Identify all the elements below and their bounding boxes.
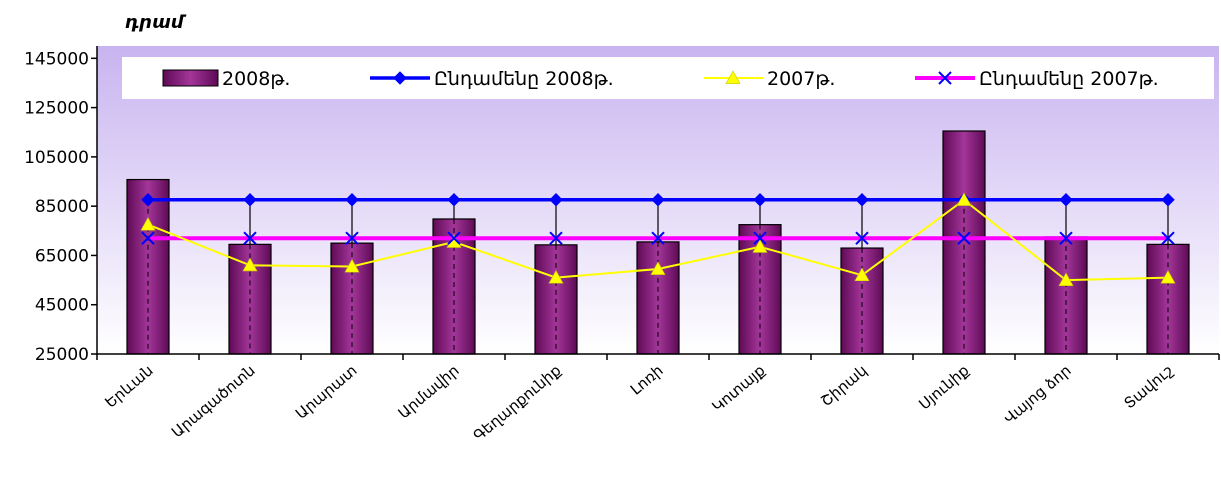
y-tick-label: 105000 xyxy=(24,148,89,168)
point-2007 xyxy=(854,267,870,282)
point-total-2008 xyxy=(345,193,359,207)
x-tick-label: Վայոց ձոր xyxy=(1000,361,1074,427)
point-total-2008 xyxy=(651,193,665,207)
x-tick-label: Երևան xyxy=(102,361,157,411)
point-2007 xyxy=(1058,272,1074,286)
legend-marker-total-2008 xyxy=(393,71,407,85)
x-tick-label: Լոռի xyxy=(627,361,667,398)
unit-label: դրամ xyxy=(125,12,187,33)
y-axis: 25000 45000 65000 85000 105000 125000 145000 xyxy=(24,46,98,365)
point-total-2008 xyxy=(855,193,869,207)
x-tick-label: Սյունիք xyxy=(915,361,972,413)
legend-marker-2007 xyxy=(725,70,741,84)
point-total-2007 xyxy=(957,231,971,245)
x-tick-label: Արմավիր xyxy=(395,361,463,422)
x-axis: Երևան Արագածոտն Արարատ Արմավիր Գեղարքունիք Լո… xyxy=(96,353,1220,445)
legend-box xyxy=(122,57,1214,99)
x-tick-label: Արարատ xyxy=(292,361,361,423)
point-total-2007 xyxy=(447,231,461,245)
y-tick-label: 45000 xyxy=(35,296,89,316)
y-tick-label: 65000 xyxy=(35,246,89,266)
point-total-2007 xyxy=(1059,231,1073,245)
point-2007 xyxy=(650,261,666,275)
point-2007 xyxy=(752,239,768,253)
legend-label-2008: 2008թ. xyxy=(222,68,290,90)
point-2007 xyxy=(956,192,972,206)
point-total-2007 xyxy=(345,231,359,245)
point-total-2008 xyxy=(447,193,461,207)
point-total-2008 xyxy=(549,193,563,207)
x-tick-label: Գեղարքունիք xyxy=(470,361,565,445)
point-total-2008 xyxy=(243,193,257,207)
point-total-2007 xyxy=(1161,231,1175,245)
point-2007 xyxy=(140,217,156,231)
legend-label-total-2007: Ընդամենը 2007թ. xyxy=(979,68,1159,90)
legend-swatch-2008 xyxy=(162,69,219,87)
point-total-2008 xyxy=(1161,193,1175,207)
legend-label-total-2008: Ընդամենը 2008թ. xyxy=(434,68,614,90)
point-2007 xyxy=(548,269,564,284)
point-2007 xyxy=(344,258,360,273)
point-2007 xyxy=(242,257,258,272)
y-tick-label: 85000 xyxy=(35,197,89,217)
point-total-2007 xyxy=(651,231,665,245)
point-total-2007 xyxy=(753,231,767,245)
point-total-2008 xyxy=(1059,193,1073,207)
point-total-2008 xyxy=(753,193,767,207)
y-tick-label: 125000 xyxy=(24,99,89,119)
series-lines xyxy=(140,192,1176,286)
point-total-2008 xyxy=(141,193,155,207)
x-tick-label: Կոտայք xyxy=(708,361,768,415)
point-2007 xyxy=(1160,269,1176,284)
x-tick-label: Շիրակ xyxy=(817,361,870,410)
legend: 2008թ. Ընդամենը 2008թ. 2007թ. Ընդամենը 2007… xyxy=(122,57,1214,99)
y-tick-label: 25000 xyxy=(35,345,89,365)
legend-label-2007: 2007թ. xyxy=(767,68,835,90)
x-tick-label: Տավուշ xyxy=(1120,361,1176,412)
point-total-2007 xyxy=(243,231,257,245)
point-total-2007 xyxy=(549,231,563,245)
y-tick-label: 145000 xyxy=(24,49,89,69)
point-total-2007 xyxy=(855,231,869,245)
x-tick-label: Արագածոտն xyxy=(168,361,259,441)
legend-marker-total-2007 xyxy=(938,71,952,85)
point-total-2007 xyxy=(141,231,155,245)
